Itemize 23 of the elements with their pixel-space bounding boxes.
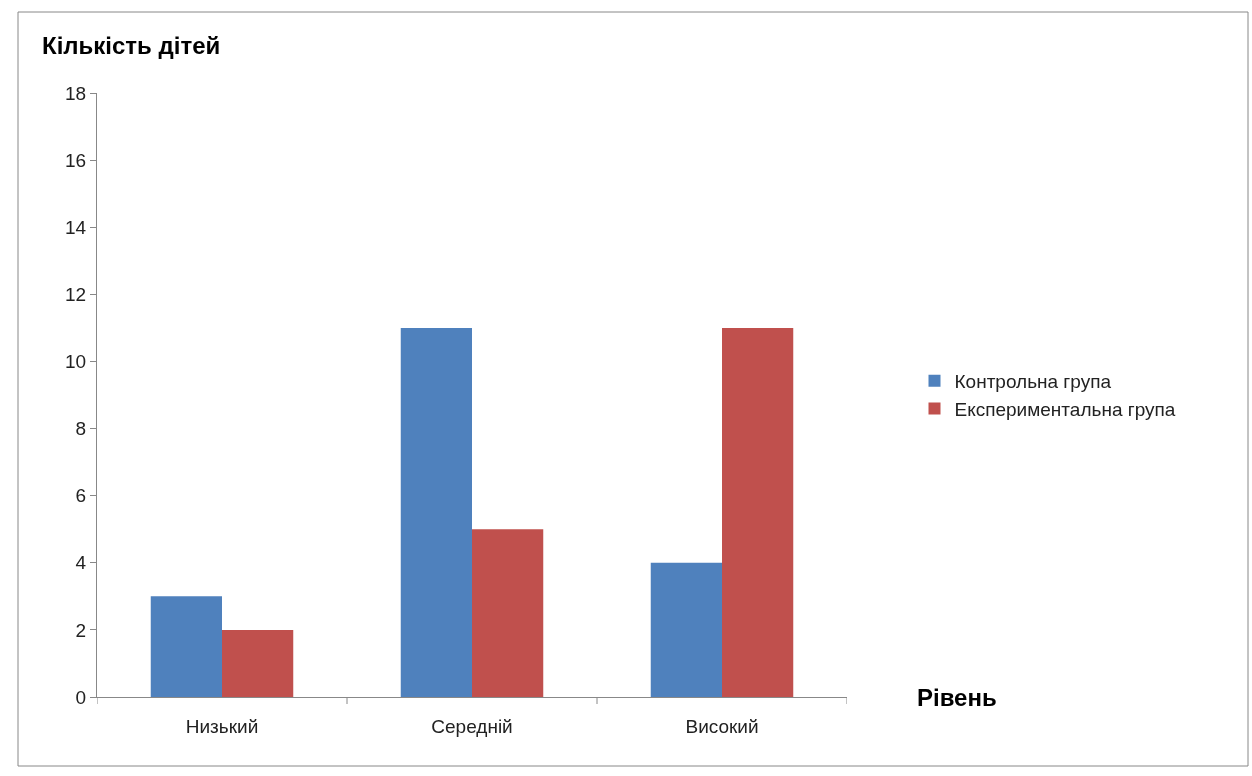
x-tick-label: Високий [685,715,759,737]
y-axis-title: Кількість дітей [42,32,221,59]
bar [150,596,222,697]
bar [722,327,794,697]
y-tick-label: 14 [65,216,87,238]
y-tick-label: 6 [75,485,87,507]
y-tick-label: 16 [65,149,87,171]
y-tick-label: 4 [75,552,87,574]
bar [222,629,294,697]
y-tick-label: 2 [75,619,87,641]
legend-label: Експериментальна група [954,398,1176,420]
x-axis-title: Рівень [917,684,997,711]
bar [472,529,544,697]
bar [650,562,722,697]
bar [400,327,472,697]
y-tick-label: 10 [65,351,87,373]
y-tick-label: 12 [65,283,87,305]
y-tick-label: 0 [75,686,87,708]
x-tick-label: Середній [431,715,513,737]
y-tick-label: 18 [65,82,87,104]
legend-label: Контрольна група [954,371,1112,393]
x-tick-label: Низький [185,715,259,737]
y-tick-label: 8 [75,418,87,440]
